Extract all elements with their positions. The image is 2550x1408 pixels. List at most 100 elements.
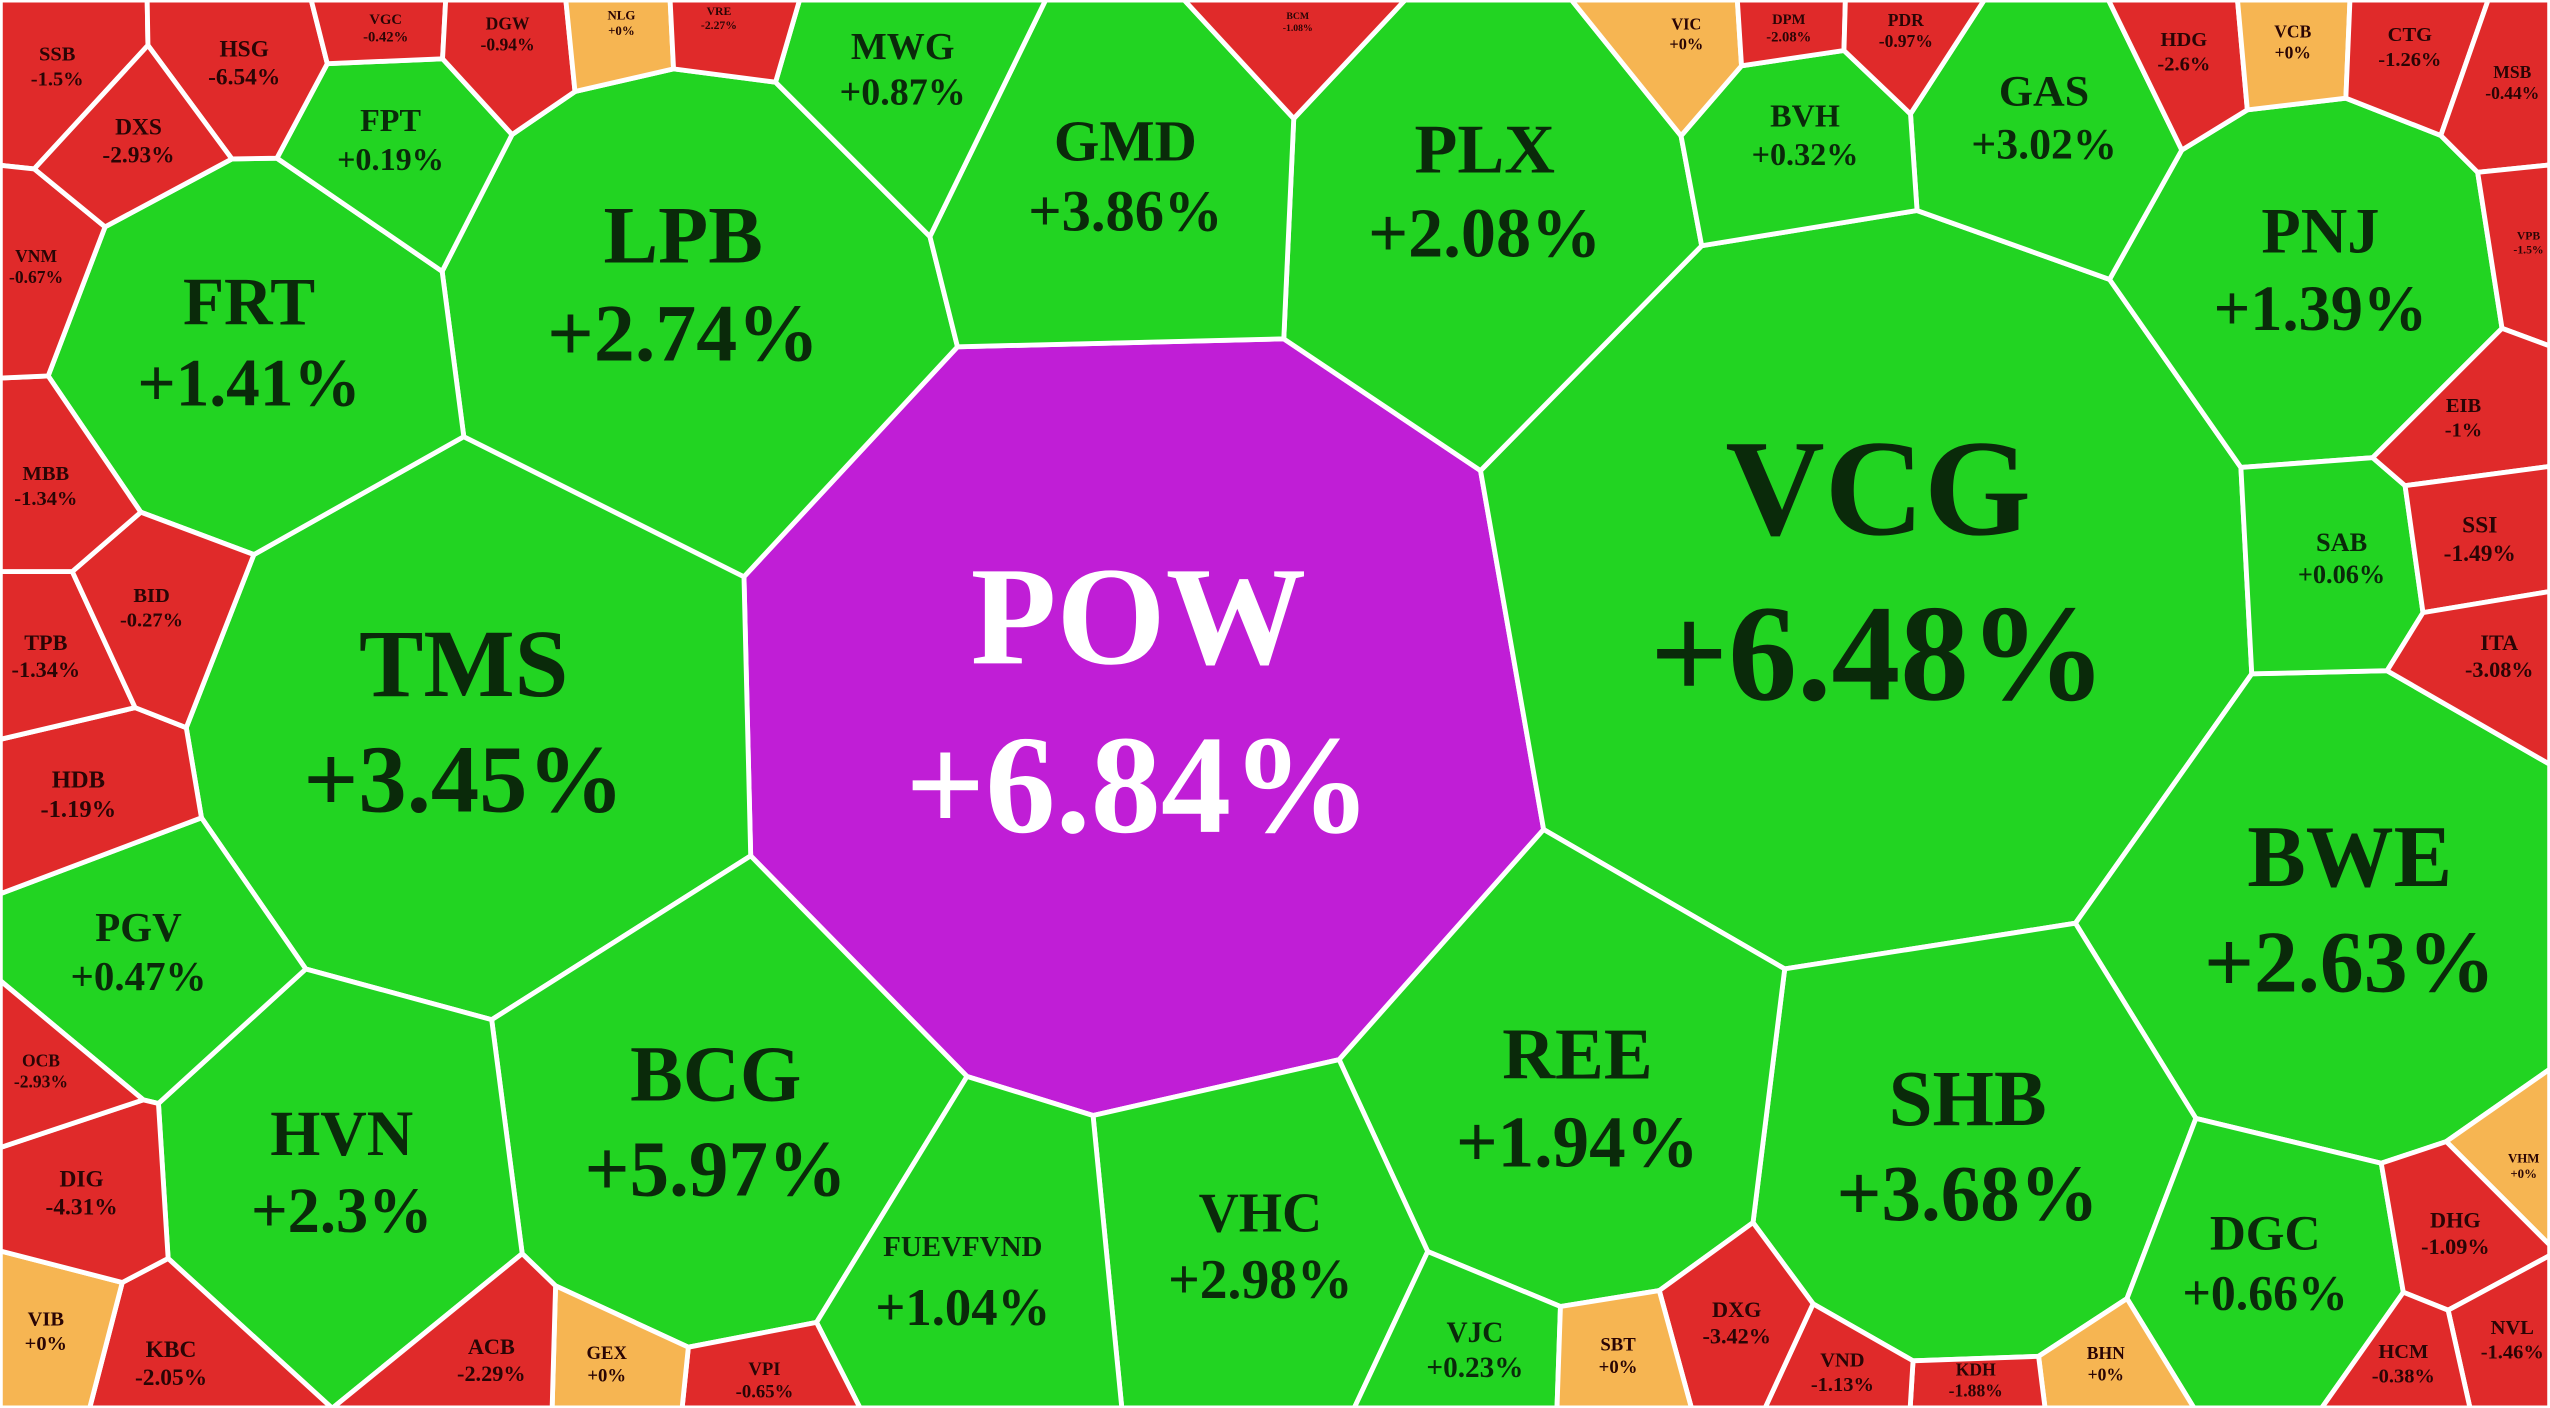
- cell: SAB +0.06%: [2238, 455, 2426, 677]
- ticker: NVL: [2491, 1317, 2534, 1339]
- change-label: -0.65%: [736, 1382, 794, 1403]
- change-label: +0%: [587, 1365, 626, 1386]
- change-label: +3.02%: [1971, 120, 2117, 168]
- change-label: +0%: [608, 24, 635, 38]
- ticker: HCM: [2378, 1341, 2428, 1363]
- ticker: HVN: [270, 1098, 413, 1169]
- ticker: HDG: [2161, 29, 2208, 51]
- ticker: VND: [1820, 1349, 1864, 1371]
- cell: POW+6.84%: [741, 336, 1547, 1118]
- ticker: KBC: [146, 1337, 197, 1363]
- change-label: -0.27%: [120, 610, 183, 632]
- cell: DGW-0.94%: [440, 0, 578, 138]
- cell: LPB+2.74%: [439, 66, 960, 580]
- cell: DIG-4.31%: [0, 1097, 171, 1285]
- change-label: +1.94%: [1456, 1101, 1699, 1182]
- cell: OCB-2.93%: [0, 978, 146, 1150]
- cell: DXS-2.93%: [31, 42, 235, 230]
- cell: FRT+1.41%: [45, 155, 467, 558]
- change-label: -1.13%: [1811, 1374, 1874, 1396]
- ticker: DXS: [115, 114, 162, 140]
- cell: VCB+0%: [2235, 0, 2353, 113]
- change-label: +2.74%: [547, 288, 819, 379]
- ticker: VGC: [369, 12, 402, 28]
- cell-shape: [814, 1073, 1125, 1408]
- change-label: +0%: [1599, 1357, 1638, 1378]
- cell: ACB-2.29%: [330, 1251, 559, 1408]
- change-label: -0.38%: [2372, 1366, 2435, 1388]
- cell: DXG-3.42%: [1656, 1220, 1816, 1408]
- ticker: SHB: [1889, 1056, 2047, 1143]
- change-label: -0.67%: [9, 267, 63, 287]
- ticker: POW: [971, 539, 1307, 694]
- ticker: NLG: [607, 9, 635, 23]
- ticker: GMD: [1054, 108, 1197, 173]
- ticker: SSI: [2462, 513, 2497, 539]
- cell: MSB-0.44%: [2438, 0, 2550, 175]
- change-label: -1.5%: [31, 68, 84, 90]
- cell: VGC-0.42%: [308, 0, 449, 67]
- change-label: -1.26%: [2378, 49, 2441, 71]
- cell: GMD+3.86%: [927, 0, 1297, 350]
- cell: HVN+2.3%: [156, 966, 525, 1408]
- ticker: VCG: [1725, 411, 2031, 564]
- ticker: VIC: [1671, 15, 1701, 34]
- ticker: DIG: [60, 1166, 104, 1192]
- ticker: CTG: [2388, 24, 2432, 46]
- cell-shape: [2402, 463, 2550, 616]
- change-label: -1.88%: [1949, 1381, 2003, 1401]
- change-label: +3.86%: [1028, 179, 1222, 244]
- change-label: -6.54%: [208, 64, 280, 90]
- ticker: HDB: [52, 767, 105, 794]
- cell-shape: [1656, 1220, 1816, 1408]
- change-label: -2.29%: [457, 1361, 526, 1386]
- cell: BWE+2.63%: [2073, 668, 2550, 1166]
- change-label: -3.42%: [1702, 1324, 1771, 1349]
- ticker: VPI: [748, 1359, 780, 1380]
- cell: VJC+0.23%: [1351, 1249, 1563, 1408]
- ticker: VJC: [1447, 1317, 1504, 1349]
- change-label: -1.49%: [2444, 541, 2516, 567]
- change-label: -1.34%: [14, 488, 77, 510]
- ticker: FRT: [183, 265, 315, 340]
- cell: SSI-1.49%: [2402, 463, 2550, 616]
- ticker: VPB: [2517, 230, 2541, 243]
- ticker: PNJ: [2261, 196, 2379, 267]
- ticker: PLX: [1415, 110, 1555, 188]
- ticker: REE: [1502, 1013, 1652, 1094]
- ticker: OCB: [22, 1051, 60, 1071]
- ticker: KDH: [1956, 1359, 1996, 1379]
- cell: BCM-1.08%: [1181, 0, 1408, 121]
- ticker: FPT: [360, 102, 421, 138]
- change-label: -3.08%: [2465, 657, 2534, 682]
- cell: SBT+0%: [1554, 1288, 1694, 1408]
- cell: MWG+0.87%: [773, 0, 1049, 240]
- ticker: BCM: [1286, 11, 1309, 22]
- cell-shape: [0, 978, 146, 1150]
- ticker: VHM: [2508, 1152, 2539, 1166]
- ticker: SSB: [39, 44, 76, 66]
- ticker: PGV: [95, 904, 182, 950]
- change-label: +1.41%: [137, 345, 360, 420]
- cell-shape: [69, 509, 257, 731]
- change-label: +0.06%: [2298, 560, 2385, 589]
- change-label: +3.68%: [1836, 1151, 2098, 1238]
- change-label: +0.66%: [2183, 1265, 2348, 1320]
- cell: PDR-0.97%: [1841, 0, 1987, 117]
- ticker: FUEVFVND: [883, 1231, 1042, 1263]
- ticker: DPM: [1772, 12, 1805, 28]
- change-label: +2.63%: [2204, 913, 2495, 1010]
- change-label: +0.19%: [337, 141, 444, 177]
- cell-shape: [1841, 0, 1987, 117]
- ticker: ACB: [468, 1334, 515, 1359]
- ticker: DXG: [1712, 1297, 1761, 1322]
- change-label: +5.97%: [585, 1127, 847, 1214]
- ticker: MSB: [2493, 62, 2531, 82]
- change-label: +0%: [2275, 42, 2311, 62]
- change-label: -1%: [2445, 419, 2483, 441]
- change-label: -2.93%: [14, 1072, 68, 1092]
- cell-shape: [31, 42, 235, 230]
- change-label: -2.6%: [2157, 54, 2210, 76]
- change-label: +0%: [25, 1333, 67, 1355]
